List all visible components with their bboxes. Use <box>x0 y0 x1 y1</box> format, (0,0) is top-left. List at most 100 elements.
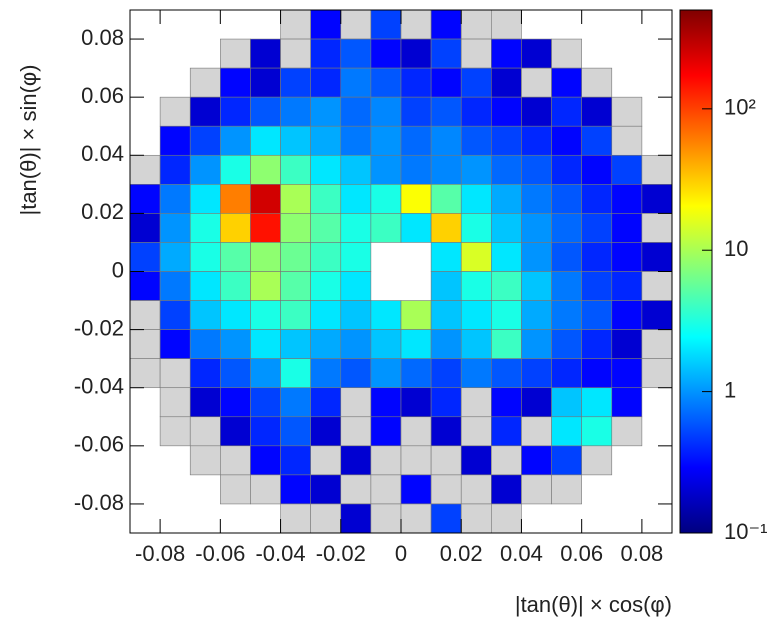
heatmap-cell <box>430 300 462 330</box>
heatmap-cell <box>250 387 281 418</box>
heatmap-cell <box>581 213 613 243</box>
x-tick-label: 0.04 <box>500 541 543 566</box>
heatmap-cell <box>400 387 432 418</box>
heatmap-cell <box>611 416 643 447</box>
heatmap-cell <box>551 329 582 359</box>
heatmap-cell <box>460 329 492 359</box>
y-tick-label: 0.04 <box>81 141 124 166</box>
colorbar-tick-label: 10² <box>724 95 756 120</box>
heatmap-cell <box>551 300 582 330</box>
heatmap-cell <box>370 213 402 243</box>
heatmap-cell <box>430 358 462 389</box>
heatmap-cell <box>581 184 613 214</box>
heatmap-cell <box>220 329 251 359</box>
heatmap-cell <box>310 445 342 476</box>
heatmap-cell <box>400 329 432 359</box>
heatmap-cell <box>551 358 582 389</box>
heatmap-cell <box>280 67 311 98</box>
y-tick-label: 0.08 <box>81 25 124 50</box>
heatmap-cell <box>430 242 462 272</box>
heatmap-cell <box>250 329 281 359</box>
heatmap-cell <box>220 416 251 447</box>
x-tick-label: 0.02 <box>440 541 483 566</box>
heatmap-cell <box>521 445 552 476</box>
heatmap-cell <box>521 96 552 127</box>
heatmap-cell <box>491 154 522 185</box>
heatmap-cell <box>400 300 432 330</box>
heatmap-cell <box>310 503 342 534</box>
heatmap-cell <box>340 67 372 98</box>
heatmap-cell <box>250 67 281 98</box>
heatmap-cell <box>189 329 221 359</box>
y-tick-label: 0.02 <box>81 199 124 224</box>
heatmap-cell <box>310 154 342 185</box>
heatmap-cell <box>310 184 342 214</box>
heatmap-cell <box>129 358 161 389</box>
heatmap-cell <box>340 474 372 505</box>
heatmap-cell <box>581 67 613 98</box>
y-tick-label: -0.04 <box>74 374 124 399</box>
heatmap-cell <box>310 38 342 69</box>
heatmap-cell <box>129 329 161 359</box>
heatmap-cell <box>491 329 522 359</box>
colorbar-tick-label: 10⁻¹ <box>724 519 767 544</box>
heatmap-cell <box>641 154 673 185</box>
heatmap-cell <box>551 271 582 301</box>
heatmap-cell <box>491 96 522 127</box>
heatmap-cell <box>189 445 221 476</box>
heatmap-cell <box>400 184 432 214</box>
heatmap-cell <box>611 213 643 243</box>
heatmap-cell <box>280 445 311 476</box>
heatmap-cell <box>460 474 492 505</box>
heatmap-cell <box>521 242 552 272</box>
heatmap-cell <box>280 358 311 389</box>
heatmap-cell <box>280 503 311 534</box>
heatmap-cell <box>159 329 191 359</box>
heatmap-cell <box>581 416 613 447</box>
heatmap-cell <box>189 300 221 330</box>
heatmap-cell <box>220 271 251 301</box>
colorbar-tick-label: 10 <box>724 236 748 261</box>
heatmap-cell <box>310 96 342 127</box>
heatmap-cell <box>430 445 462 476</box>
heatmap-cell <box>521 474 552 505</box>
heatmap-cell <box>370 387 402 418</box>
heatmap-cell <box>129 300 161 330</box>
heatmap-cell <box>551 184 582 214</box>
heatmap-cell <box>370 184 402 214</box>
heatmap-cell <box>310 9 342 40</box>
heatmap-cell <box>430 416 462 447</box>
x-tick-label: -0.04 <box>255 541 305 566</box>
heatmap-cell <box>460 96 492 127</box>
heatmap-cell <box>521 38 552 69</box>
heatmap-cell <box>250 300 281 330</box>
heatmap-cell <box>581 358 613 389</box>
heatmap-cell <box>129 213 161 243</box>
heatmap-cell <box>400 96 432 127</box>
heatmap-cell <box>340 9 372 40</box>
x-tick-label: -0.06 <box>195 541 245 566</box>
heatmap-cell <box>430 329 462 359</box>
heatmap-cell <box>340 242 372 272</box>
heatmap-cell <box>159 387 191 418</box>
heatmap-cell <box>370 474 402 505</box>
heatmap-cell <box>129 242 161 272</box>
y-axis-label: |tan(θ)| × sin(φ) <box>16 64 41 215</box>
heatmap-cell <box>430 503 462 534</box>
heatmap-cell <box>310 242 342 272</box>
heatmap-cell <box>189 387 221 418</box>
heatmap-cell <box>370 96 402 127</box>
heatmap-cell <box>400 503 432 534</box>
heatmap-cell <box>310 67 342 98</box>
heatmap-cell <box>310 213 342 243</box>
heatmap-cell <box>581 271 613 301</box>
heatmap-cell <box>280 387 311 418</box>
heatmap-cell <box>340 358 372 389</box>
heatmap-cell <box>159 358 191 389</box>
heatmap-cell <box>491 242 522 272</box>
heatmap-cell <box>310 474 342 505</box>
heatmap-cell <box>521 358 552 389</box>
heatmap-cell <box>159 300 191 330</box>
heatmap-cell <box>340 184 372 214</box>
colorbar-tick-label: 1 <box>724 377 736 402</box>
